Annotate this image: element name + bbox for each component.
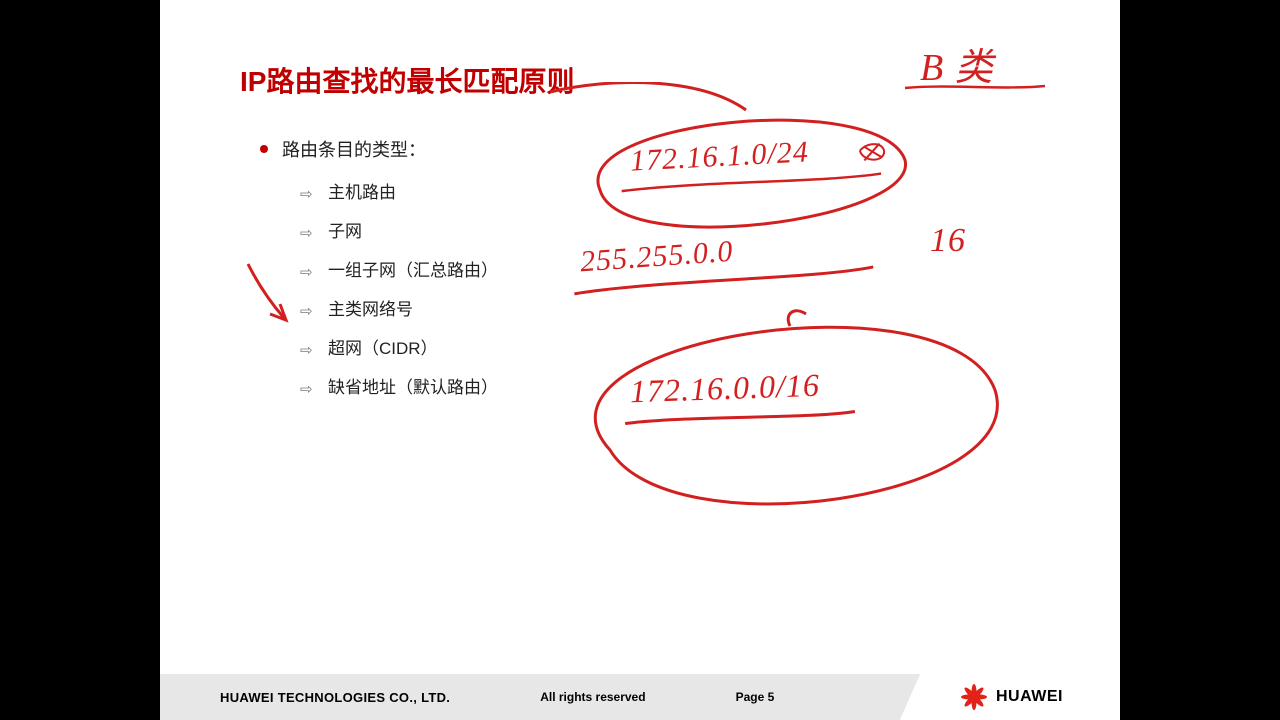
bullet-label: 路由条目的类型：	[282, 136, 426, 162]
footer-rights: All rights reserved	[540, 690, 645, 704]
list-item: 主类网络号	[300, 295, 498, 320]
arrow-icon	[300, 301, 314, 315]
arrow-icon	[300, 223, 314, 237]
list-item: 缺省地址（默认路由）	[300, 373, 498, 398]
sub-label: 超网（CIDR）	[328, 334, 438, 359]
scribble-icon	[855, 137, 890, 165]
underline-icon	[905, 82, 1045, 92]
sub-label: 缺省地址（默认路由）	[328, 373, 498, 398]
list-item: 一组子网（汇总路由）	[300, 256, 498, 281]
annotation-b-class: B 类	[920, 36, 994, 91]
footer-company: HUAWEI TECHNOLOGIES CO., LTD.	[220, 690, 450, 705]
arrow-icon	[300, 262, 314, 276]
list-item: 超网（CIDR）	[300, 334, 498, 359]
slide-footer: HUAWEI TECHNOLOGIES CO., LTD. All rights…	[160, 674, 1120, 720]
annotation-cidr16: 172.16.0.0/16	[629, 367, 820, 411]
brand-logo: HUAWEI	[940, 674, 1120, 720]
list-item: 子网	[300, 217, 498, 242]
arrow-icon	[300, 340, 314, 354]
sub-label: 主类网络号	[328, 295, 413, 320]
footer-page: Page 5	[736, 690, 775, 704]
list-item: 主机路由	[300, 178, 498, 203]
slide: IP路由查找的最长匹配原则 路由条目的类型： 主机路由 子网 一组子网（汇总路由…	[160, 0, 1120, 720]
annotation-bits: 16	[930, 222, 966, 260]
bullet-item: 路由条目的类型：	[260, 136, 498, 162]
sub-label: 主机路由	[328, 178, 396, 203]
arrow-icon	[300, 184, 314, 198]
brand-text: HUAWEI	[996, 688, 1063, 706]
annotation-text: 16	[930, 222, 966, 259]
sub-label: 子网	[328, 217, 362, 242]
annotation-text: 172.16.0.0/16	[629, 367, 820, 410]
bullet-dot-icon	[260, 145, 268, 153]
sub-label: 一组子网（汇总路由）	[328, 256, 498, 281]
sub-list: 主机路由 子网 一组子网（汇总路由） 主类网络号 超网（CIDR） 缺省地址（默…	[300, 178, 498, 398]
hand-arrow-icon	[240, 260, 296, 330]
huawei-petals-icon	[960, 683, 988, 711]
slide-title: IP路由查找的最长匹配原则	[240, 60, 574, 100]
arrow-icon	[300, 379, 314, 393]
